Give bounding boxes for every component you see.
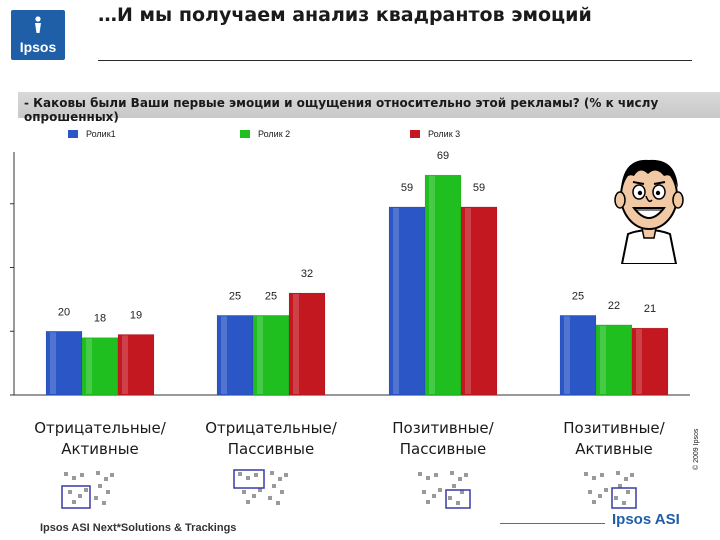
legend-item-series-1: Ролик1 xyxy=(68,129,116,139)
category-label: Отрицательные/Пассивные xyxy=(196,418,346,460)
bar-chart: 20 25 59 25 18 25 69 22 19 32 59 21 xyxy=(10,150,690,396)
category-label-line: Пассивные xyxy=(227,440,315,458)
title-divider xyxy=(98,60,692,61)
data-label: 25 xyxy=(229,290,241,302)
legend-label: Ролик 2 xyxy=(258,129,291,139)
category-label-line: Пассивные xyxy=(399,440,487,458)
data-label: 25 xyxy=(572,290,584,302)
ipsos-figure-icon xyxy=(35,16,41,33)
bar-highlight xyxy=(393,207,399,394)
quadrant-map-icon xyxy=(584,471,637,509)
category-label-line: Активные xyxy=(575,440,653,458)
data-label: 59 xyxy=(473,182,485,194)
footer-brand: Ipsos ASI xyxy=(612,511,680,528)
bar-highlight xyxy=(429,176,435,394)
bar-highlight xyxy=(465,207,471,394)
logo-text: Ipsos xyxy=(19,39,57,55)
page-title: …И мы получаем анализ квадрантов эмоций xyxy=(98,4,592,26)
legend-label: Ролик1 xyxy=(86,129,116,139)
bar xyxy=(252,315,290,396)
legend-swatch xyxy=(68,130,78,138)
bar xyxy=(81,337,119,396)
data-label: 32 xyxy=(301,268,313,280)
data-label: 18 xyxy=(94,313,106,325)
footer-divider xyxy=(500,523,605,524)
data-label: 20 xyxy=(58,306,70,318)
smiling-man-cartoon xyxy=(606,148,692,265)
category-label-line: Активные xyxy=(61,440,139,458)
bar xyxy=(117,334,155,396)
bar-highlight xyxy=(221,316,227,394)
bar-highlight xyxy=(257,316,263,394)
bar xyxy=(460,206,498,396)
bar-highlight xyxy=(50,332,56,394)
category-label: Позитивные/Активные xyxy=(539,418,689,460)
legend-swatch xyxy=(240,130,250,138)
data-label: 19 xyxy=(130,309,142,321)
legend-swatch xyxy=(410,130,420,138)
copyright-note: © 2009 Ipsos xyxy=(693,428,700,470)
data-label: 25 xyxy=(265,290,277,302)
category-label: Позитивные/Пассивные xyxy=(368,418,518,460)
bar xyxy=(595,324,633,396)
ipsos-logo: Ipsos xyxy=(11,10,65,60)
legend-item-series-3: Ролик 3 xyxy=(410,129,460,139)
quadrant-thumbnail-1 xyxy=(58,468,118,510)
data-label: 21 xyxy=(644,303,656,315)
bar xyxy=(288,292,326,396)
bar-highlight xyxy=(600,325,606,394)
category-label-line: Отрицательные/ xyxy=(34,419,166,437)
legend-item-series-2: Ролик 2 xyxy=(240,129,290,139)
bar xyxy=(216,315,254,396)
question-band xyxy=(18,92,720,118)
category-label: Отрицательные/Активные xyxy=(25,418,175,460)
bar xyxy=(424,174,462,396)
quadrant-map-icon xyxy=(233,469,288,505)
bar xyxy=(631,327,669,396)
bar-highlight xyxy=(86,338,92,394)
bar-highlight xyxy=(564,316,570,394)
bar-highlight xyxy=(293,294,299,394)
question-text: - Каковы были Ваши первые эмоции и ощуще… xyxy=(24,96,659,124)
category-label-line: Отрицательные/ xyxy=(205,419,337,437)
quadrant-thumbnail-4 xyxy=(578,468,638,510)
bar xyxy=(559,315,597,396)
category-label-line: Позитивные/ xyxy=(563,419,665,437)
bar xyxy=(388,206,426,396)
quadrant-map-icon xyxy=(61,471,114,509)
data-label: 59 xyxy=(401,182,413,194)
bar-highlight xyxy=(636,329,642,394)
quadrant-thumbnail-3 xyxy=(412,468,472,510)
bar-highlight xyxy=(122,335,128,394)
quadrant-thumbnail-2 xyxy=(232,468,292,510)
footer-caption: Ipsos ASI Next*Solutions & Trackings xyxy=(40,522,237,534)
quadrant-map-icon xyxy=(418,471,471,509)
data-label: 22 xyxy=(608,300,620,312)
category-label-line: Позитивные/ xyxy=(392,419,494,437)
legend-label: Ролик 3 xyxy=(428,129,461,139)
data-label: 69 xyxy=(437,150,449,162)
cartoon-figure-icon xyxy=(614,159,684,265)
